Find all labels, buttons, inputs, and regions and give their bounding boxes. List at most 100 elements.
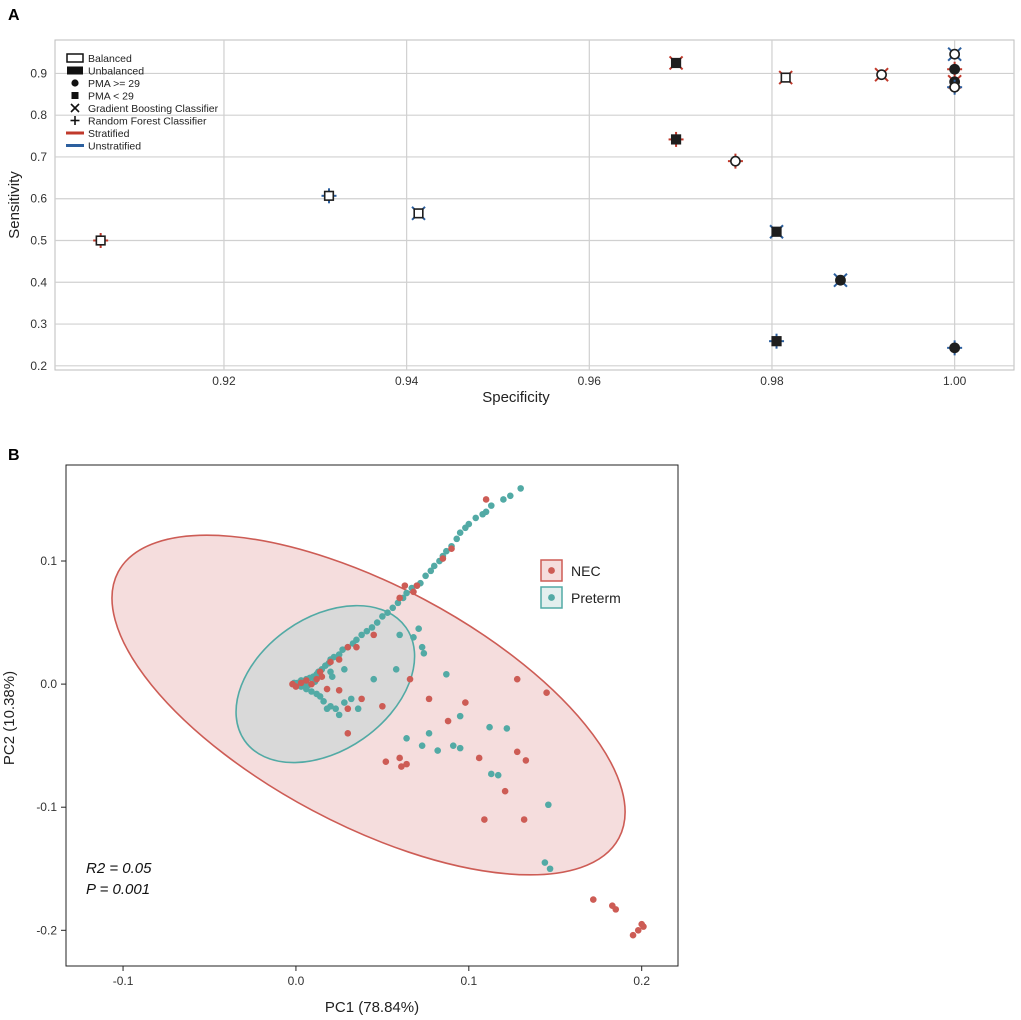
point-preterm: [546, 865, 554, 873]
point-preterm: [430, 562, 438, 570]
point-preterm: [420, 650, 428, 657]
point-marker-square: [670, 57, 682, 69]
point-nec: [520, 816, 528, 823]
point-marker-circle: [876, 69, 887, 81]
point-preterm: [363, 627, 371, 635]
point-marker-square: [771, 226, 782, 237]
point-preterm: [465, 520, 473, 528]
point-preterm: [358, 631, 365, 639]
point-preterm: [415, 625, 422, 633]
panel-a-point: [411, 206, 426, 221]
panel-b-x-tick-label: 0.2: [633, 974, 650, 988]
panel-a-point: [947, 79, 963, 95]
point-preterm: [456, 529, 464, 537]
point-preterm: [541, 859, 549, 866]
panel-b-y-tick-label: -0.1: [36, 800, 57, 814]
panel-a-legend-item: Gradient Boosting Classifier: [70, 103, 219, 115]
panel-b-points: [289, 485, 647, 939]
point-nec: [612, 906, 620, 913]
panel-a-legend-item: PMA >= 29: [71, 78, 140, 90]
point-nec: [396, 754, 403, 762]
point-preterm: [507, 492, 514, 500]
panel-a-label: A: [8, 7, 20, 24]
point-preterm: [545, 801, 552, 809]
panel-a-legend-item: Unstratified: [66, 141, 141, 153]
point-preterm: [494, 771, 502, 779]
point-preterm: [308, 688, 315, 695]
panel-a-x-tick-label: 0.96: [578, 374, 602, 388]
point-nec: [303, 677, 310, 684]
panel-a-point: [727, 153, 743, 169]
panel-a-ticks: 0.92 0.94 0.96 0.98 1.00 0.2 0.3 0.4 0.5 0.6 0.7 0.…: [30, 66, 966, 388]
point-preterm: [500, 496, 507, 503]
point-preterm: [347, 695, 355, 703]
point-marker-circle: [949, 342, 961, 354]
panel-a-legend-label: Gradient Boosting Classifier: [88, 103, 219, 115]
panel-a-point: [874, 67, 889, 82]
point-nec: [316, 668, 324, 676]
point-preterm: [341, 666, 348, 673]
point-nec: [401, 582, 409, 589]
panel-a-point: [947, 340, 963, 356]
point-nec: [403, 760, 410, 768]
panel-b-legend-item: Preterm: [540, 586, 621, 609]
panel-a-legend-label: Unbalanced: [88, 66, 144, 78]
point-preterm: [332, 705, 339, 713]
point-nec: [406, 675, 414, 683]
panel-b-x-tick-label: -0.1: [113, 974, 134, 988]
panel-a-y-tick-label: 0.2: [30, 359, 47, 373]
balanced-swatch: [66, 53, 84, 63]
point-nec: [629, 931, 637, 939]
point-nec: [379, 702, 386, 710]
point-preterm: [341, 699, 348, 706]
point-marker-circle: [730, 155, 741, 167]
point-preterm: [456, 744, 464, 752]
panel-a-y-axis-label: Sensitivity: [6, 171, 23, 239]
point-nec: [475, 754, 483, 762]
point-preterm: [316, 693, 324, 700]
point-nec: [448, 545, 455, 553]
panel-a-plot: 0.92 0.94 0.96 0.98 1.00 0.2 0.3 0.4 0.5 0.6 0.7 0.…: [6, 39, 1015, 406]
panel-b-x-axis-label: PC1 (78.84%): [325, 999, 419, 1016]
point-marker-square: [780, 72, 791, 83]
panel-a-point: [833, 272, 848, 288]
point-nec: [439, 555, 447, 562]
point-preterm: [453, 535, 461, 543]
panel-b-x-tick-label: 0.0: [288, 974, 305, 988]
panel-a-y-tick-label: 0.7: [30, 150, 47, 164]
point-nec: [344, 730, 352, 737]
panel-b-ellipses: [111, 534, 626, 876]
point-nec: [327, 658, 334, 666]
point-nec: [344, 705, 352, 713]
point-nec: [382, 758, 390, 765]
panel-b-y-tick-label: -0.2: [36, 923, 57, 937]
point-marker-circle: [949, 81, 961, 93]
point-nec: [323, 685, 331, 693]
panel-b-legend: NEC Preterm: [540, 559, 621, 609]
panel-a-legend-label: Stratified: [88, 128, 130, 140]
point-preterm: [339, 646, 346, 653]
point-preterm: [482, 508, 490, 516]
panel-a-legend-label: PMA < 29: [88, 91, 134, 103]
point-marker-circle: [835, 274, 846, 286]
point-nec: [289, 680, 296, 688]
point-preterm: [456, 712, 464, 720]
point-nec: [353, 643, 360, 651]
point-nec: [425, 695, 433, 703]
point-preterm: [418, 643, 426, 651]
point-preterm: [368, 624, 376, 631]
point-nec: [297, 679, 305, 687]
legend-dot-nec: [548, 567, 555, 574]
point-preterm: [434, 747, 441, 754]
panel-a-y-tick-label: 0.8: [30, 108, 47, 122]
point-nec: [444, 717, 452, 725]
point-preterm: [487, 770, 495, 778]
point-nec: [398, 763, 405, 770]
point-preterm: [403, 589, 410, 597]
point-preterm: [396, 631, 403, 639]
point-preterm: [487, 502, 495, 509]
point-marker-square: [771, 336, 782, 347]
point-nec: [589, 896, 597, 903]
point-preterm: [335, 711, 343, 719]
